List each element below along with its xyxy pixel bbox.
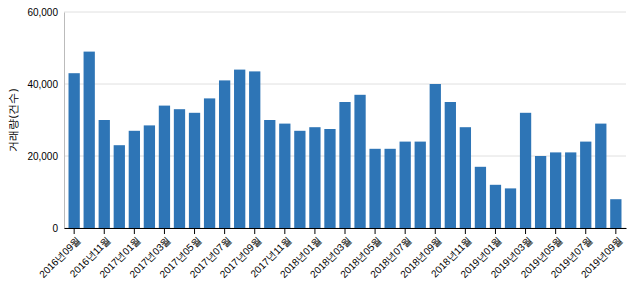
y-tick: 20,000 bbox=[27, 151, 64, 162]
x-tick-mark bbox=[254, 228, 255, 234]
bar bbox=[159, 106, 170, 228]
bar bbox=[69, 73, 80, 228]
x-tick-mark bbox=[284, 228, 285, 234]
x-tick-mark bbox=[585, 228, 586, 234]
bar bbox=[189, 113, 200, 228]
bar bbox=[99, 120, 110, 228]
grid-line bbox=[64, 84, 626, 85]
x-tick-mark bbox=[104, 228, 105, 234]
x-tick-mark bbox=[194, 228, 195, 234]
x-tick-mark bbox=[465, 228, 466, 234]
bar bbox=[324, 129, 335, 228]
bar bbox=[445, 102, 456, 228]
y-axis: 0 20,000 40,000 60,000 bbox=[27, 7, 64, 234]
bar bbox=[550, 152, 561, 228]
bar bbox=[520, 113, 531, 228]
plot: 0 20,000 40,000 60,000 2016년09월2016년11월2017년… bbox=[27, 7, 626, 280]
grid bbox=[64, 12, 626, 228]
y-tick-label: 40,000 bbox=[27, 79, 58, 90]
bar bbox=[354, 95, 365, 228]
bar bbox=[430, 84, 441, 228]
bar bbox=[580, 142, 591, 228]
grid-line bbox=[64, 12, 626, 13]
bar bbox=[114, 145, 125, 228]
y-axis-title: 거래량(건수) bbox=[7, 88, 20, 152]
x-tick-mark bbox=[74, 228, 75, 234]
bar bbox=[264, 120, 275, 228]
bar bbox=[565, 152, 576, 228]
bar bbox=[595, 124, 606, 228]
x-tick-mark bbox=[314, 228, 315, 234]
bar bbox=[279, 124, 290, 228]
bar bbox=[129, 131, 140, 228]
bar bbox=[219, 80, 230, 228]
bar bbox=[339, 102, 350, 228]
x-tick-mark bbox=[375, 228, 376, 234]
bar bbox=[490, 185, 501, 228]
y-tick-label: 20,000 bbox=[27, 151, 58, 162]
bar bbox=[384, 149, 395, 228]
x-tick-mark bbox=[555, 228, 556, 234]
y-tick-label: 60,000 bbox=[27, 7, 58, 18]
x-tick-label: 2019년09월 bbox=[579, 234, 625, 280]
x-tick-mark bbox=[495, 228, 496, 234]
x-tick-mark bbox=[615, 228, 616, 234]
y-tick-label: 0 bbox=[52, 223, 58, 234]
y-tick: 60,000 bbox=[27, 7, 64, 18]
bar bbox=[400, 142, 411, 228]
bar bbox=[610, 199, 621, 228]
bar bbox=[84, 52, 95, 228]
x-tick-mark bbox=[134, 228, 135, 234]
x-tick: 2019년09월 bbox=[579, 228, 625, 280]
bar bbox=[174, 109, 185, 228]
chart-container: 0 20,000 40,000 60,000 2016년09월2016년11월2017년… bbox=[0, 0, 640, 294]
bar bbox=[535, 156, 546, 228]
x-tick-mark bbox=[405, 228, 406, 234]
y-axis-line bbox=[64, 13, 65, 229]
bar bbox=[505, 188, 516, 228]
bar bbox=[234, 70, 245, 228]
bar bbox=[204, 98, 215, 228]
x-tick-mark bbox=[435, 228, 436, 234]
x-tick-mark bbox=[345, 228, 346, 234]
y-tick: 40,000 bbox=[27, 79, 64, 90]
bar bbox=[249, 71, 260, 228]
x-axis: 2016년09월2016년11월2017년01월2017년03월2017년05월… bbox=[37, 228, 626, 280]
bar bbox=[460, 127, 471, 228]
x-tick-mark bbox=[525, 228, 526, 234]
x-tick-mark bbox=[164, 228, 165, 234]
bars bbox=[69, 52, 622, 228]
x-tick-mark bbox=[224, 228, 225, 234]
bar bbox=[294, 131, 305, 228]
bar bbox=[144, 125, 155, 228]
bar bbox=[309, 127, 320, 228]
bar bbox=[415, 142, 426, 228]
bar bbox=[475, 167, 486, 228]
chart: 0 20,000 40,000 60,000 2016년09월2016년11월2017년… bbox=[0, 0, 640, 294]
y-tick: 0 bbox=[52, 223, 64, 234]
bar bbox=[369, 149, 380, 228]
